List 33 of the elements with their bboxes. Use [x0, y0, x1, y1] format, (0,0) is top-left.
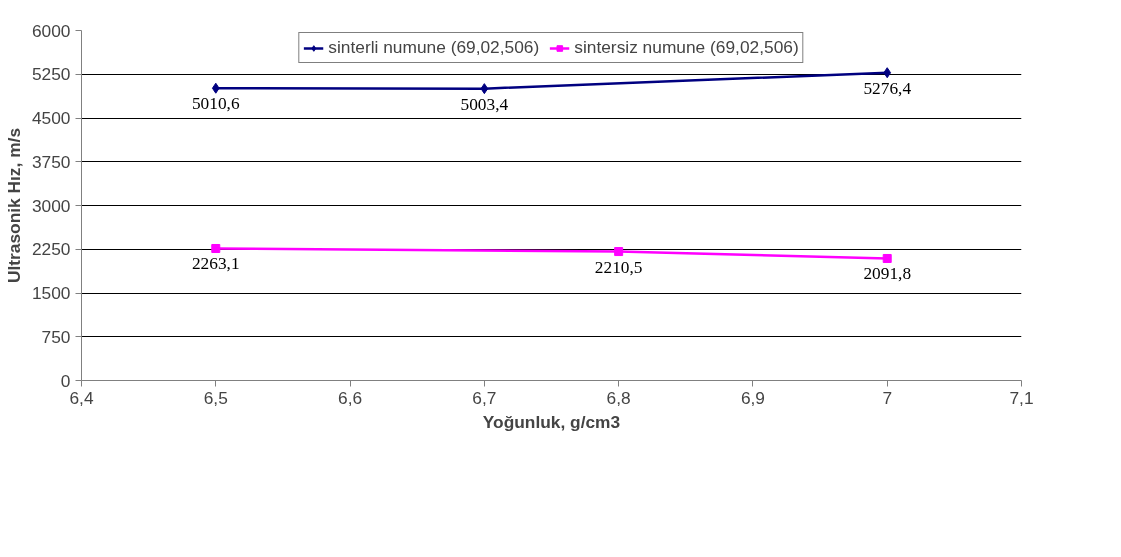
x-axis-title: Yoğunluk, g/cm3 [482, 411, 621, 432]
y-tick-label: 5250 [31, 64, 71, 85]
x-tick-label: 6,6 [338, 387, 363, 408]
x-tick-label: 6,5 [203, 387, 228, 408]
data-label: 2091,8 [863, 264, 912, 284]
x-tick-label: 6,9 [740, 387, 765, 408]
data-label: 5003,4 [460, 94, 509, 114]
x-tick-label: 7 [882, 387, 893, 408]
point [883, 67, 892, 79]
y-tick-label: 2250 [31, 239, 71, 260]
x-tick-label: 6,8 [606, 387, 631, 408]
point [480, 83, 489, 95]
point [614, 247, 624, 257]
data-label: 2210,5 [594, 257, 643, 277]
y-tick-label: 750 [41, 326, 71, 347]
point [211, 82, 220, 94]
y-tick-label: 6000 [31, 20, 71, 41]
point [882, 253, 892, 263]
x-tick-label: 6,4 [69, 387, 94, 408]
point [211, 243, 221, 253]
data-label: 2263,1 [191, 254, 240, 274]
legend-label: sintersiz numune (69,02,506) [574, 37, 799, 58]
data-label: 5276,4 [863, 78, 912, 98]
y-tick-label: 3750 [31, 151, 71, 172]
data-label: 5010,6 [191, 94, 240, 114]
y-tick-label: 0 [60, 370, 71, 391]
y-tick-label: 1500 [31, 283, 71, 303]
x-tick-label: 6,7 [472, 387, 497, 408]
y-axis-title: Ultrasonik Hız, m/s [3, 127, 24, 284]
y-tick-label: 3000 [31, 195, 71, 216]
y-tick-label: 4500 [31, 108, 71, 128]
x-tick-label: 7,1 [1009, 387, 1034, 408]
legend-label: sinterli numune (69,02,506) [328, 37, 540, 58]
